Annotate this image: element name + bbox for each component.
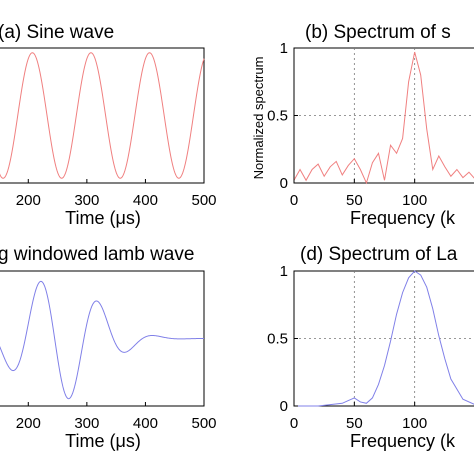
y-tick-label: 1 xyxy=(280,263,288,280)
y-tick-label: 0 xyxy=(280,175,288,192)
panel-b: (b) Spectrum of s Normalized spectrum 0 5… xyxy=(251,22,474,228)
panel-b-ticks: 0 50 100 0 0.5 1 xyxy=(267,40,427,209)
x-tick-label: 50 xyxy=(346,192,363,209)
y-tick-label: 1 xyxy=(280,40,288,57)
series-line xyxy=(294,270,474,407)
x-tick-label: 100 xyxy=(402,415,427,432)
panel-c-plot xyxy=(0,280,204,400)
x-tick-label: 400 xyxy=(133,192,158,209)
y-tick-label: 0 xyxy=(280,398,288,415)
series-line xyxy=(0,280,204,400)
y-tick-label: 0.5 xyxy=(267,331,288,348)
x-tick-label: 0 xyxy=(290,192,298,209)
panel-a-title: (a) Sine wave xyxy=(0,22,114,43)
panel-a-ticks: 200 300 400 500 xyxy=(16,179,217,209)
x-tick-label: 500 xyxy=(191,415,216,432)
panel-d-ticks: 0 50 100 0 0.5 1 xyxy=(267,263,427,432)
panel-d-plot xyxy=(294,270,474,407)
panel-a: (a) Sine wave 200 300 400 500 Time (μs) xyxy=(0,22,217,228)
panel-a-plot xyxy=(0,52,205,179)
panel-d-xlabel: Frequency (k xyxy=(350,431,456,451)
panel-c: g windowed lamb wave 200 300 400 500 Time (… xyxy=(0,244,217,451)
y-tick-label: 0.5 xyxy=(267,108,288,125)
x-tick-label: 100 xyxy=(402,192,427,209)
x-tick-label: 50 xyxy=(346,415,363,432)
x-tick-label: 200 xyxy=(16,415,41,432)
series-line xyxy=(293,51,474,185)
panel-d: (d) Spectrum of La 0 50 100 0 0.5 1 Frequency… xyxy=(267,244,474,451)
panel-c-xlabel: Time (μs) xyxy=(65,431,141,451)
x-tick-label: 300 xyxy=(74,192,99,209)
x-tick-label: 300 xyxy=(74,415,99,432)
x-tick-label: 200 xyxy=(16,192,41,209)
panel-d-title: (d) Spectrum of La xyxy=(300,244,458,265)
panel-b-plot xyxy=(293,48,474,185)
panel-c-ticks: 200 300 400 500 xyxy=(16,402,217,432)
panel-a-frame xyxy=(0,47,205,184)
x-tick-label: 0 xyxy=(290,415,298,432)
series-line xyxy=(0,52,205,179)
x-tick-label: 400 xyxy=(133,415,158,432)
panel-b-ylabel: Normalized spectrum xyxy=(251,57,266,180)
panel-b-xlabel: Frequency (k xyxy=(350,208,456,228)
x-tick-label: 500 xyxy=(191,192,216,209)
panel-c-title: g windowed lamb wave xyxy=(0,244,194,265)
panel-b-title: (b) Spectrum of s xyxy=(305,22,451,43)
panel-a-xlabel: Time (μs) xyxy=(65,208,141,228)
